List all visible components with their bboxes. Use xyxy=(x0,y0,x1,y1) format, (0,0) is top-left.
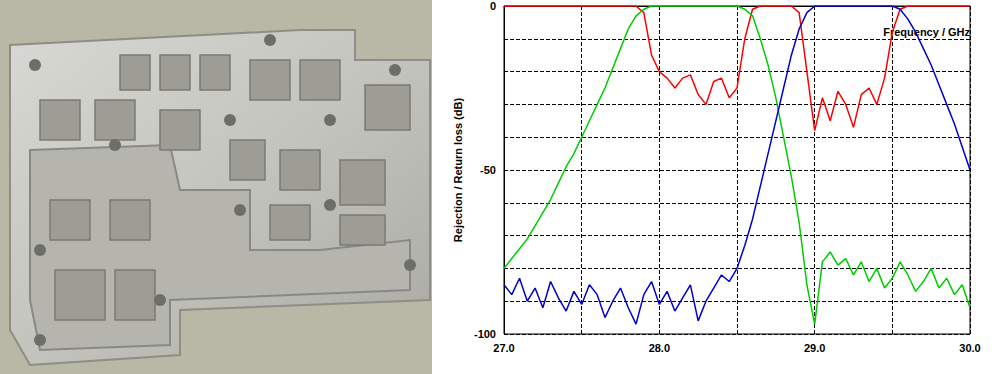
svg-text:-100: -100 xyxy=(474,328,496,340)
svg-text:-50: -50 xyxy=(480,164,496,176)
svg-text:29.0: 29.0 xyxy=(804,342,825,354)
svg-text:30.0: 30.0 xyxy=(959,342,980,354)
svg-text:0: 0 xyxy=(490,0,496,12)
svg-text:27.0: 27.0 xyxy=(493,342,514,354)
svg-text:Rejection / Return loss (dB): Rejection / Return loss (dB) xyxy=(452,98,464,243)
svg-text:28.0: 28.0 xyxy=(649,342,670,354)
svg-text:Frequency / GHz: Frequency / GHz xyxy=(883,26,970,38)
